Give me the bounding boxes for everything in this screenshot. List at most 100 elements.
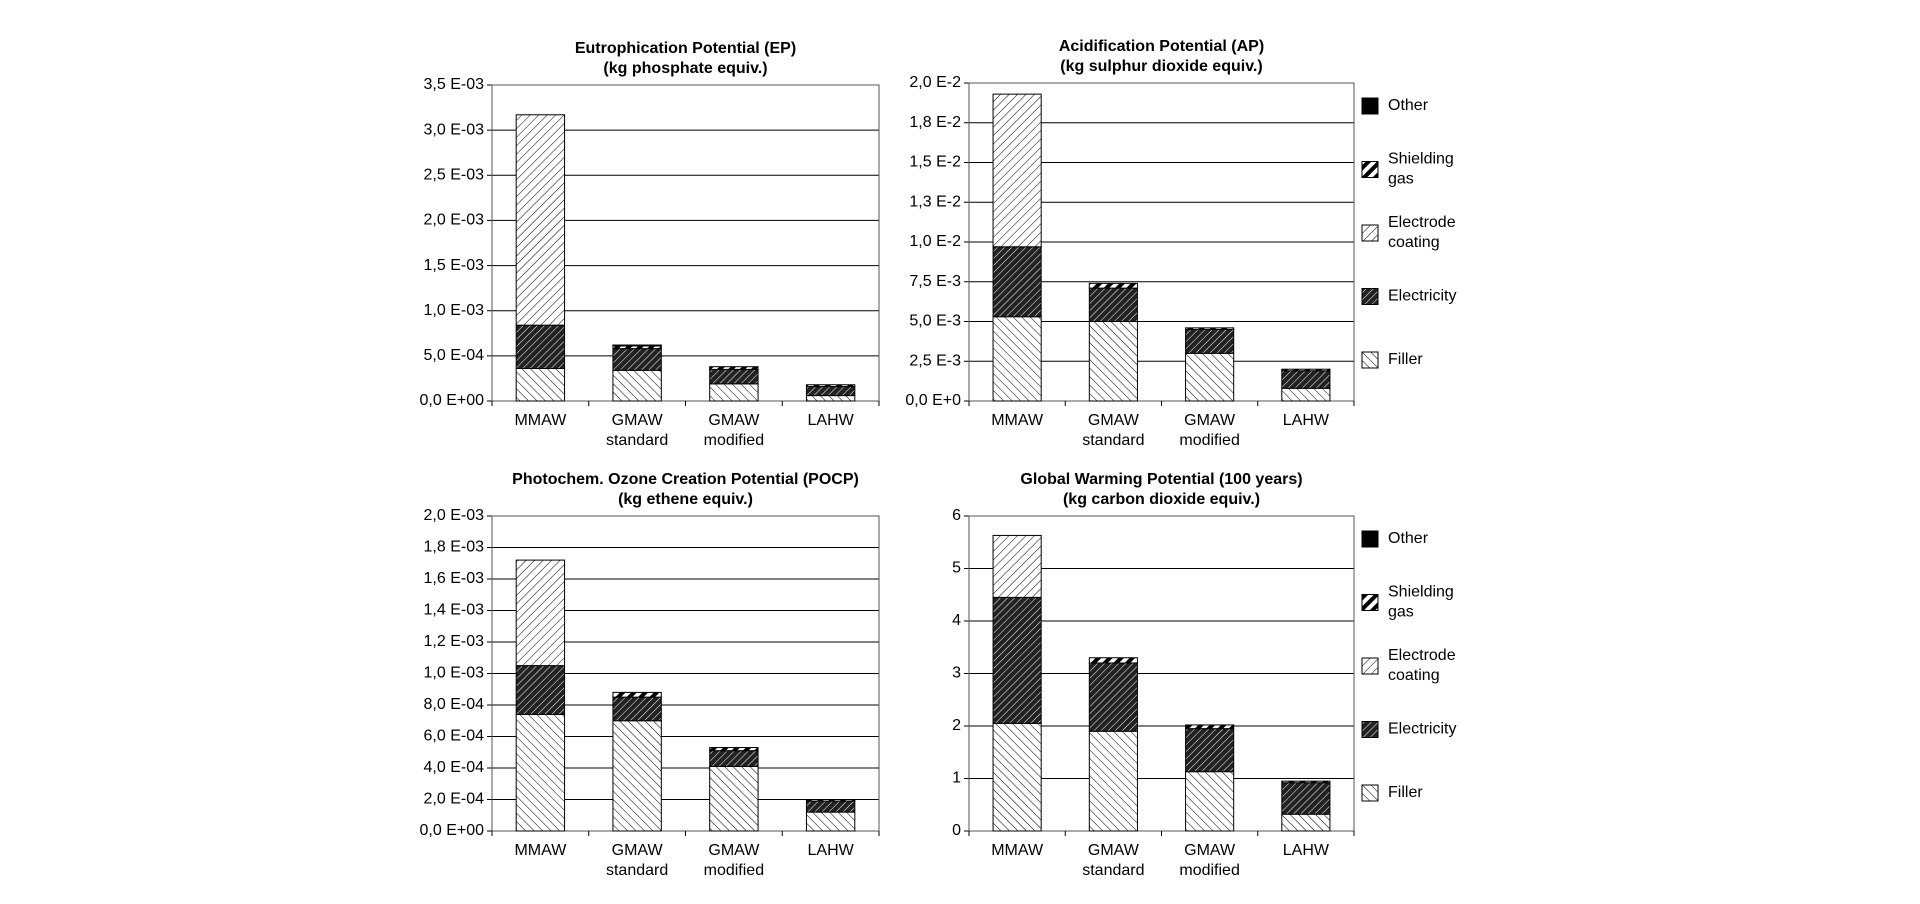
y-tick-label: 2 bbox=[952, 717, 961, 734]
bar-segment bbox=[992, 596, 1042, 724]
bar-segment bbox=[515, 559, 566, 667]
legend-swatch bbox=[1361, 530, 1379, 548]
bar-segment bbox=[612, 344, 662, 347]
x-tick-label: LAHW bbox=[1283, 842, 1330, 859]
bar-segment bbox=[709, 383, 759, 402]
x-tick-label: MMAW bbox=[514, 412, 567, 429]
x-tick-label: GMAW modified bbox=[704, 412, 764, 449]
bar-segment bbox=[709, 750, 759, 767]
bar-segment bbox=[515, 665, 566, 715]
y-tick-label: 6,0 E-04 bbox=[424, 728, 485, 745]
y-tick-label: 5,0 E-04 bbox=[424, 347, 485, 364]
y-tick-label: 1,8 E-2 bbox=[909, 114, 961, 131]
chart-title: Photochem. Ozone Creation Potential (POC… bbox=[512, 471, 859, 488]
x-tick-label: GMAW modified bbox=[1179, 412, 1239, 449]
legend-swatch bbox=[1361, 288, 1379, 305]
bar-segment bbox=[1185, 771, 1235, 832]
legend-label: Shielding gas bbox=[1388, 584, 1454, 621]
bar-segment bbox=[515, 114, 566, 326]
bar-segment bbox=[1088, 321, 1138, 402]
bar-segment bbox=[515, 324, 566, 369]
bar-segment bbox=[1185, 327, 1235, 330]
y-tick-label: 3,0 E-03 bbox=[424, 121, 485, 138]
x-tick-label: MMAW bbox=[991, 412, 1044, 429]
y-tick-label: 1,0 E-03 bbox=[424, 665, 485, 682]
bar-segment bbox=[992, 316, 1042, 402]
y-tick-label: 1,0 E-03 bbox=[424, 302, 485, 319]
bar-segment bbox=[709, 765, 759, 832]
bar-segment bbox=[1185, 328, 1235, 354]
bar-segment bbox=[1281, 368, 1331, 372]
bar-segment bbox=[612, 696, 662, 722]
y-tick-label: 1,8 E-03 bbox=[424, 539, 485, 556]
bar-segment bbox=[805, 384, 856, 388]
legend-swatch bbox=[1361, 161, 1379, 178]
legend-swatch bbox=[1361, 594, 1379, 611]
bar-segment bbox=[992, 93, 1042, 248]
legend-swatch bbox=[1361, 224, 1379, 242]
y-tick-label: 0 bbox=[952, 822, 961, 839]
y-tick-label: 1,5 E-2 bbox=[909, 154, 961, 171]
legend-swatch bbox=[1361, 784, 1379, 802]
y-tick-label: 0,0 E+00 bbox=[420, 822, 485, 839]
bar-segment bbox=[612, 369, 662, 402]
y-tick-label: 6 bbox=[952, 507, 961, 524]
y-tick-label: 1,4 E-03 bbox=[424, 602, 485, 619]
x-tick-label: MMAW bbox=[991, 842, 1044, 859]
x-tick-label: GMAW standard bbox=[1082, 412, 1144, 449]
y-tick-label: 2,0 E-04 bbox=[424, 791, 485, 808]
legend-swatch bbox=[1361, 721, 1379, 738]
legend-label: Electricity bbox=[1388, 721, 1456, 738]
legend-label: Shielding gas bbox=[1388, 151, 1454, 188]
y-tick-label: 0,0 E+0 bbox=[905, 392, 961, 409]
chart-title: Global Warming Potential (100 years) bbox=[1020, 471, 1302, 488]
y-tick-label: 5,0 E-3 bbox=[909, 313, 961, 330]
y-tick-label: 1,0 E-2 bbox=[909, 233, 961, 250]
legend-label: Other bbox=[1388, 530, 1429, 547]
y-tick-label: 1,2 E-03 bbox=[424, 633, 485, 650]
legend-label: Electricity bbox=[1388, 288, 1456, 305]
x-tick-label: LAHW bbox=[808, 842, 855, 859]
legend-label: Electrode coating bbox=[1388, 214, 1456, 251]
y-tick-label: 1 bbox=[952, 770, 961, 787]
y-tick-label: 0,0 E+00 bbox=[420, 392, 485, 409]
legend-label: Other bbox=[1388, 97, 1429, 114]
x-tick-label: GMAW modified bbox=[704, 842, 764, 879]
y-tick-label: 4 bbox=[952, 612, 961, 629]
bar-segment bbox=[1185, 724, 1235, 730]
y-tick-label: 3 bbox=[952, 665, 961, 682]
bar-segment bbox=[805, 386, 856, 397]
y-tick-label: 8,0 E-04 bbox=[424, 696, 485, 713]
legend-label: Filler bbox=[1388, 784, 1423, 801]
y-tick-label: 2,5 E-03 bbox=[424, 167, 485, 184]
bar-segment bbox=[1088, 730, 1138, 832]
legend-label: Filler bbox=[1388, 351, 1423, 368]
chart-subtitle: (kg phosphate equiv.) bbox=[603, 60, 767, 77]
bar-segment bbox=[1281, 813, 1331, 832]
bar-segment bbox=[1185, 728, 1235, 773]
bar-segment bbox=[612, 348, 662, 371]
x-tick-label: LAHW bbox=[808, 412, 855, 429]
x-tick-label: MMAW bbox=[514, 842, 567, 859]
y-tick-label: 1,5 E-03 bbox=[424, 257, 485, 274]
bar-segment bbox=[805, 799, 856, 802]
bar-segment bbox=[992, 722, 1042, 832]
x-tick-label: LAHW bbox=[1283, 412, 1330, 429]
legend-swatch bbox=[1361, 351, 1379, 369]
chart-subtitle: (kg sulphur dioxide equiv.) bbox=[1060, 58, 1262, 75]
bar-segment bbox=[1088, 287, 1138, 322]
y-tick-label: 3,5 E-03 bbox=[424, 76, 485, 93]
x-tick-label: GMAW modified bbox=[1179, 842, 1239, 879]
y-tick-label: 2,0 E-03 bbox=[424, 507, 485, 524]
chart-title: Acidification Potential (AP) bbox=[1059, 38, 1264, 55]
y-tick-label: 4,0 E-04 bbox=[424, 759, 485, 776]
y-tick-label: 2,5 E-3 bbox=[909, 352, 961, 369]
bar-segment bbox=[1281, 782, 1331, 815]
chart-subtitle: (kg carbon dioxide equiv.) bbox=[1063, 491, 1260, 508]
bar-segment bbox=[1281, 780, 1331, 784]
bar-segment bbox=[1088, 662, 1138, 732]
bar-segment bbox=[992, 534, 1042, 598]
bar-segment bbox=[805, 395, 856, 402]
bar-segment bbox=[612, 691, 662, 698]
